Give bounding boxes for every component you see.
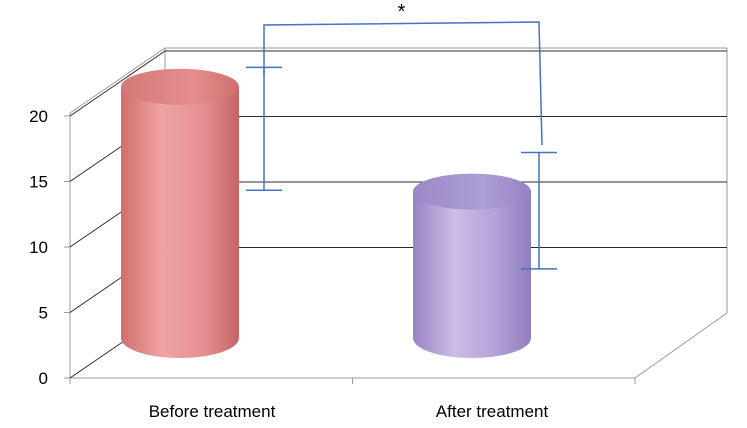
bar-body: [121, 86, 239, 359]
error-bars: [246, 66, 557, 270]
bar-top: [121, 68, 239, 105]
significance-line: [263, 21, 543, 146]
y-tick-label: 5: [39, 304, 48, 323]
significance-bracket: *: [263, 1, 543, 146]
bar-1: [413, 173, 531, 358]
bar-body: [413, 191, 531, 358]
y-tick-label: 15: [29, 173, 48, 192]
y-tick-label: 0: [39, 369, 48, 388]
y-tick-label: 10: [29, 238, 48, 257]
x-category-label: After treatment: [436, 402, 549, 421]
gridline-side-20: [69, 50, 166, 117]
significance-star: *: [398, 1, 406, 23]
y-tick-label: 20: [29, 107, 48, 126]
bar-0: [121, 68, 239, 359]
y-axis-ticks: 0 5 10 15 20: [29, 107, 636, 388]
bars: [121, 68, 531, 359]
bar-top: [413, 173, 531, 210]
x-category-label: Before treatment: [149, 402, 276, 421]
floor-right-edge: [634, 312, 728, 379]
x-axis-labels: Before treatment After treatment: [149, 402, 549, 421]
side-wall-top: [69, 47, 166, 114]
